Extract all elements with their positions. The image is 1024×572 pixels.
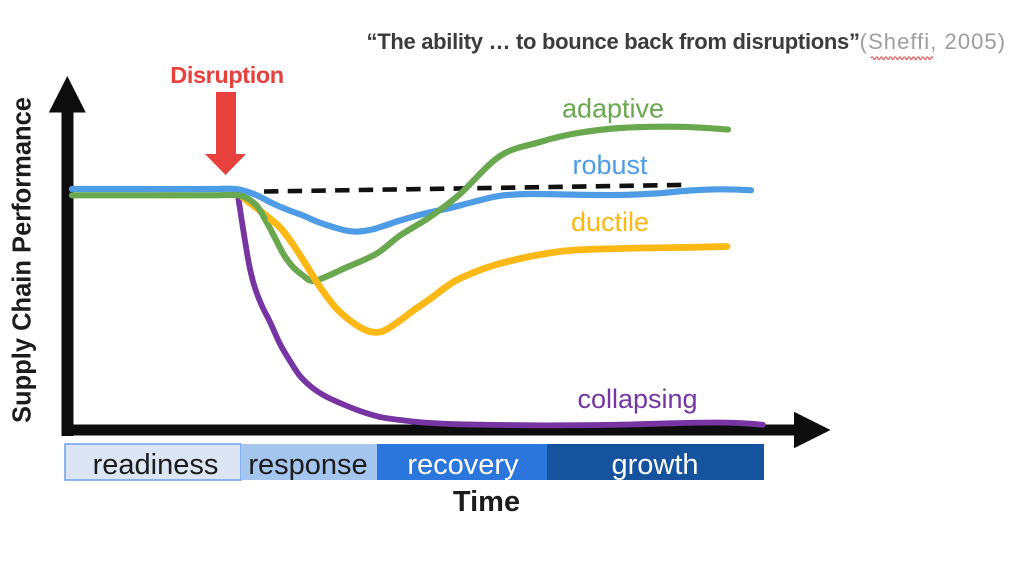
svg-text:readiness: readiness (93, 449, 219, 481)
svg-text:collapsing: collapsing (577, 384, 697, 414)
svg-text:“The ability … to bounce back: “The ability … to bounce back from disru… (367, 29, 1007, 54)
svg-text:recovery: recovery (407, 449, 519, 481)
svg-text:Time: Time (453, 486, 520, 518)
svg-text:Supply Chain Performance: Supply Chain Performance (9, 97, 37, 423)
svg-text:response: response (248, 449, 367, 481)
svg-text:robust: robust (572, 150, 648, 180)
svg-text:adaptive: adaptive (562, 94, 664, 124)
svg-text:Disruption: Disruption (170, 62, 284, 88)
svg-text:ductile: ductile (571, 207, 649, 237)
svg-text:growth: growth (611, 449, 698, 481)
